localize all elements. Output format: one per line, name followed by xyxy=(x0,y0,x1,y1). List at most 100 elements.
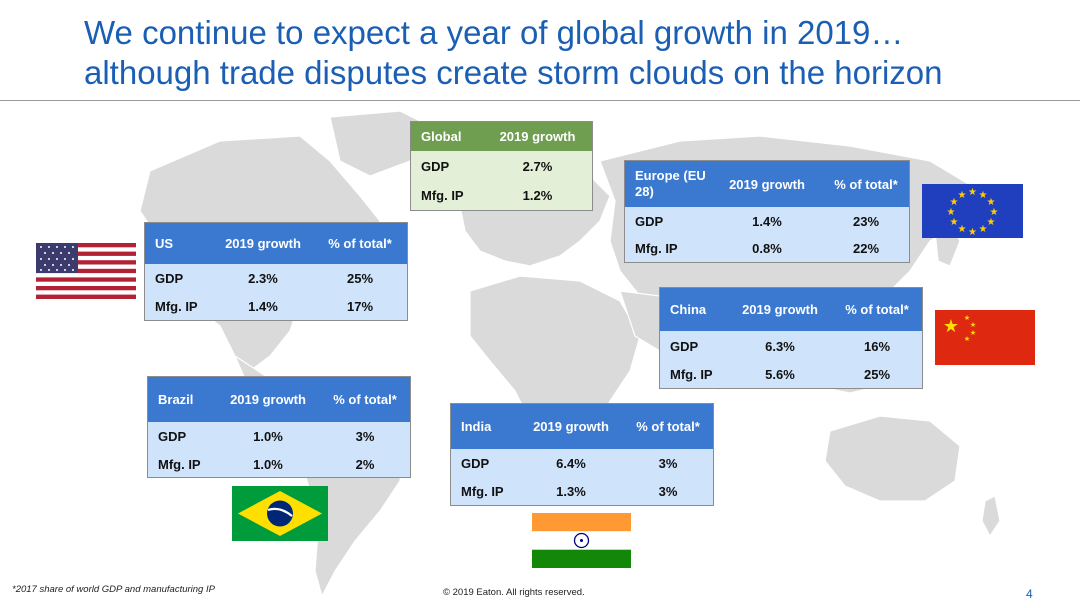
table-header-cell: 2019 growth xyxy=(225,236,301,251)
global-table: Global 2019 growth GDP 2.7% Mfg. IP 1.2% xyxy=(410,121,593,211)
table-row: GDP 6.3% 16% xyxy=(660,331,922,361)
table-header-cell: Europe (EU 28) xyxy=(635,168,706,199)
svg-text:★: ★ xyxy=(979,224,988,235)
table-cell: 6.3% xyxy=(765,338,795,354)
table-cell: GDP xyxy=(158,429,187,444)
table-cell: GDP xyxy=(155,271,184,286)
table-cell: 3% xyxy=(355,429,375,444)
svg-text:★: ★ xyxy=(968,227,977,238)
table-header-row: India 2019 growth % of total* xyxy=(451,404,713,449)
table-cell: Mfg. IP xyxy=(635,241,678,256)
table-cell: 25% xyxy=(863,367,891,382)
svg-text:★: ★ xyxy=(947,207,956,218)
table-cell: 17% xyxy=(346,299,374,314)
table-header-row: US 2019 growth % of total* xyxy=(145,223,407,264)
table-header-cell: Global xyxy=(421,129,462,144)
table-row: GDP 2.3% 25% xyxy=(145,264,407,293)
table-cell: GDP xyxy=(635,213,664,229)
table-cell: Mfg. IP xyxy=(461,484,504,499)
table-header-row: Brazil 2019 growth % of total* xyxy=(148,377,410,422)
table-header-cell: 2019 growth xyxy=(742,302,818,317)
table-cell: 2.7% xyxy=(522,158,553,174)
table-header-cell: 2019 growth xyxy=(499,129,576,144)
us-table: US 2019 growth % of total* GDP 2.3% 25% … xyxy=(144,222,408,321)
table-row: Mfg. IP 0.8% 22% xyxy=(625,235,909,262)
table-cell: Mfg. IP xyxy=(158,456,201,472)
table-cell: 16% xyxy=(863,338,891,354)
table-header-cell: India xyxy=(461,419,492,434)
svg-text:★: ★ xyxy=(964,335,970,343)
table-row: Mfg. IP 1.2% xyxy=(411,181,592,210)
table-header-cell: 2019 growth xyxy=(230,392,306,407)
us-flag xyxy=(36,243,136,299)
svg-text:★: ★ xyxy=(950,217,959,228)
svg-text:★: ★ xyxy=(970,329,976,337)
india-table: India 2019 growth % of total* GDP 6.4% 3… xyxy=(450,403,714,506)
table-header-row: China 2019 growth % of total* xyxy=(660,288,922,331)
table-header-cell: % of total* xyxy=(328,236,392,251)
table-cell: 3% xyxy=(658,456,678,471)
svg-text:★: ★ xyxy=(987,197,996,208)
table-cell: 3% xyxy=(658,484,678,499)
table-cell: 1.4% xyxy=(752,213,782,229)
table-header-cell: US xyxy=(155,236,174,251)
table-row: Mfg. IP 1.3% 3% xyxy=(451,478,713,505)
table-cell: GDP xyxy=(421,158,450,174)
table-row: Mfg. IP 1.0% 2% xyxy=(148,451,410,477)
table-cell: 22% xyxy=(852,241,880,256)
page-number: 4 xyxy=(1026,587,1033,601)
copyright-notice: © 2019 Eaton. All rights reserved. xyxy=(443,587,585,598)
table-row: GDP 1.4% 23% xyxy=(625,207,909,235)
table-row: GDP 1.0% 3% xyxy=(148,422,410,451)
brazil-table: Brazil 2019 growth % of total* GDP 1.0% … xyxy=(147,376,411,478)
svg-text:★: ★ xyxy=(990,207,999,218)
india-flag xyxy=(532,513,631,568)
svg-text:★: ★ xyxy=(950,197,959,208)
slide-title-line-2: although trade disputes create storm clo… xyxy=(84,54,943,91)
table-cell: 1.4% xyxy=(248,299,278,314)
svg-text:★: ★ xyxy=(958,190,967,201)
table-cell: Mfg. IP xyxy=(670,367,713,382)
svg-text:★: ★ xyxy=(958,224,967,235)
table-cell: GDP xyxy=(670,338,699,354)
table-header-cell: % of total* xyxy=(845,302,909,317)
table-cell: 0.8% xyxy=(752,241,782,256)
footnote: *2017 share of world GDP and manufacturi… xyxy=(12,584,215,595)
table-header-cell: % of total* xyxy=(834,176,898,192)
slide-title-line-1: We continue to expect a year of global g… xyxy=(84,14,904,51)
table-cell: 25% xyxy=(346,271,374,286)
table-cell: 6.4% xyxy=(556,456,586,471)
table-row: Mfg. IP 5.6% 25% xyxy=(660,361,922,388)
svg-text:★: ★ xyxy=(968,187,977,198)
china-flag: ★ ★ ★ ★ ★ xyxy=(935,310,1035,365)
svg-text:★: ★ xyxy=(979,190,988,201)
table-cell: 2.3% xyxy=(248,271,278,286)
table-cell: Mfg. IP xyxy=(155,299,198,314)
table-cell: 23% xyxy=(852,213,880,229)
table-cell: 1.0% xyxy=(253,456,283,472)
table-header-cell: % of total* xyxy=(636,419,700,434)
table-cell: 1.2% xyxy=(522,188,553,203)
eu-flag: ★ ★ ★ ★ ★ ★ ★ ★ ★ ★ ★ ★ xyxy=(922,184,1023,238)
svg-text:★: ★ xyxy=(943,316,959,337)
svg-text:★: ★ xyxy=(970,321,976,329)
table-header-cell: China xyxy=(670,302,707,317)
table-cell: Mfg. IP xyxy=(421,188,464,203)
table-row: GDP 6.4% 3% xyxy=(451,449,713,478)
table-header-cell: Brazil xyxy=(158,392,194,407)
table-header-row: Europe (EU 28) 2019 growth % of total* xyxy=(625,161,909,207)
china-table: China 2019 growth % of total* GDP 6.3% 1… xyxy=(659,287,923,389)
table-row: GDP 2.7% xyxy=(411,151,592,181)
table-header-cell: % of total* xyxy=(333,392,397,407)
table-header-cell: 2019 growth xyxy=(729,176,805,192)
brazil-flag xyxy=(232,486,328,541)
svg-text:★: ★ xyxy=(987,217,996,228)
europe-table: Europe (EU 28) 2019 growth % of total* G… xyxy=(624,160,910,263)
table-header-row: Global 2019 growth xyxy=(411,122,592,151)
table-cell: 5.6% xyxy=(765,367,795,382)
table-cell: 1.0% xyxy=(253,429,283,444)
svg-text:★: ★ xyxy=(964,314,970,322)
slide-title-area: We continue to expect a year of global g… xyxy=(0,0,1080,101)
table-cell: 2% xyxy=(355,456,375,472)
table-row: Mfg. IP 1.4% 17% xyxy=(145,293,407,320)
